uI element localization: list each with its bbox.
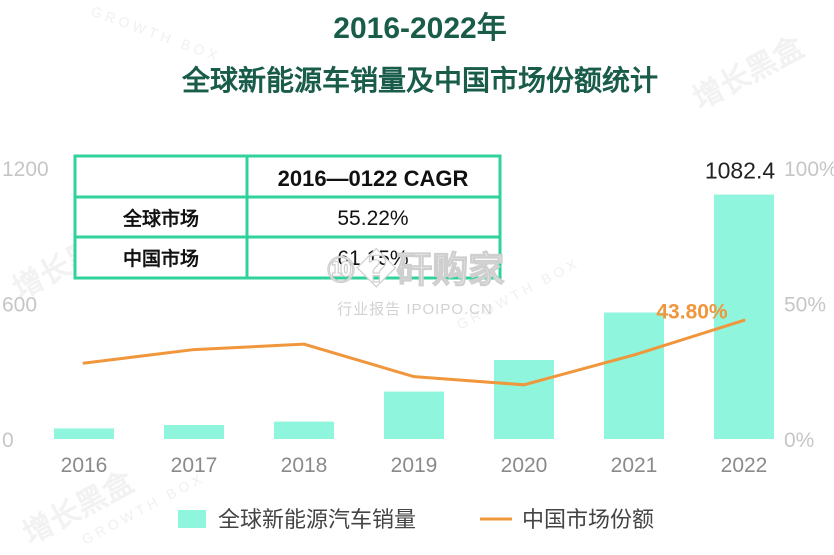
- bar-2017: [164, 424, 224, 439]
- legend-label-line: 中国市场份额: [522, 507, 654, 532]
- bar-2016: [54, 428, 114, 439]
- bar-2022: [714, 194, 774, 439]
- share-point-2016: [82, 361, 86, 365]
- watermark-main: ⑩�矸购家: [326, 248, 505, 290]
- line-series: [82, 318, 746, 387]
- right-tick-label: 50%: [784, 294, 826, 317]
- share-point-2022: [742, 318, 746, 322]
- bar-series: [54, 194, 774, 439]
- x-tick-label: 2016: [61, 454, 108, 477]
- legend: 全球新能源汽车销量 中国市场份额: [178, 507, 654, 532]
- left-tick-label: 600: [2, 294, 37, 317]
- line-data-label-2022: 43.80%: [656, 300, 728, 323]
- share-point-2019: [412, 375, 416, 379]
- x-axis-ticks: 2016 2017 2018 2019 2020 2021 2022: [61, 454, 768, 477]
- cagr-row-value-china: 61.15%: [337, 247, 408, 270]
- share-point-2017: [192, 348, 196, 352]
- center-watermark: ⑩�矸购家 行业报告 IPOIPO.CN: [325, 247, 505, 318]
- x-tick-label: 2017: [171, 454, 218, 477]
- cagr-row-value-global: 55.22%: [337, 207, 408, 230]
- share-point-2020: [522, 383, 526, 387]
- bar-2020: [494, 359, 554, 439]
- cagr-row-label-china: 中国市场: [123, 247, 199, 270]
- share-point-2018: [302, 342, 306, 346]
- legend-swatch-bar: [178, 510, 206, 528]
- left-axis-ticks: 0 600 1200: [2, 158, 49, 452]
- watermark-corner-right: 增长黑盒: [687, 29, 810, 116]
- watermark-top-en: GROWTH BOX: [89, 3, 223, 65]
- x-tick-label: 2018: [281, 454, 328, 477]
- legend-label-bar: 全球新能源汽车销量: [218, 507, 416, 532]
- cagr-row-label-global: 全球市场: [122, 207, 199, 230]
- bar-2019: [384, 391, 444, 439]
- bar-2018: [274, 421, 334, 439]
- share-point-2021: [632, 353, 636, 357]
- bar-data-label-2022: 1082.4: [705, 158, 776, 184]
- watermark-corner-left: 增长黑盒: [17, 464, 140, 551]
- left-tick-label: 0: [2, 429, 14, 452]
- bar-2021: [604, 312, 664, 439]
- cagr-table-header: 2016—0122 CAGR: [278, 166, 469, 191]
- right-tick-label: 0%: [784, 429, 814, 452]
- right-axis-ticks: 0% 50% 100%: [784, 158, 834, 452]
- x-tick-label: 2019: [391, 454, 438, 477]
- x-tick-label: 2021: [611, 454, 658, 477]
- cagr-table: 2016—0122 CAGR 全球市场 55.22% 中国市场 61.15%: [73, 154, 502, 280]
- chart-title-line1: 2016-2022年: [333, 12, 506, 45]
- left-tick-label: 1200: [2, 158, 49, 181]
- right-tick-label: 100%: [784, 158, 834, 181]
- x-tick-label: 2020: [501, 454, 548, 477]
- x-tick-label: 2022: [721, 454, 768, 477]
- chart-title-line2: 全球新能源车销量及中国市场份额统计: [181, 64, 658, 96]
- cagr-table-border: [73, 154, 502, 280]
- watermark-sub: 行业报告 IPOIPO.CN: [337, 301, 493, 318]
